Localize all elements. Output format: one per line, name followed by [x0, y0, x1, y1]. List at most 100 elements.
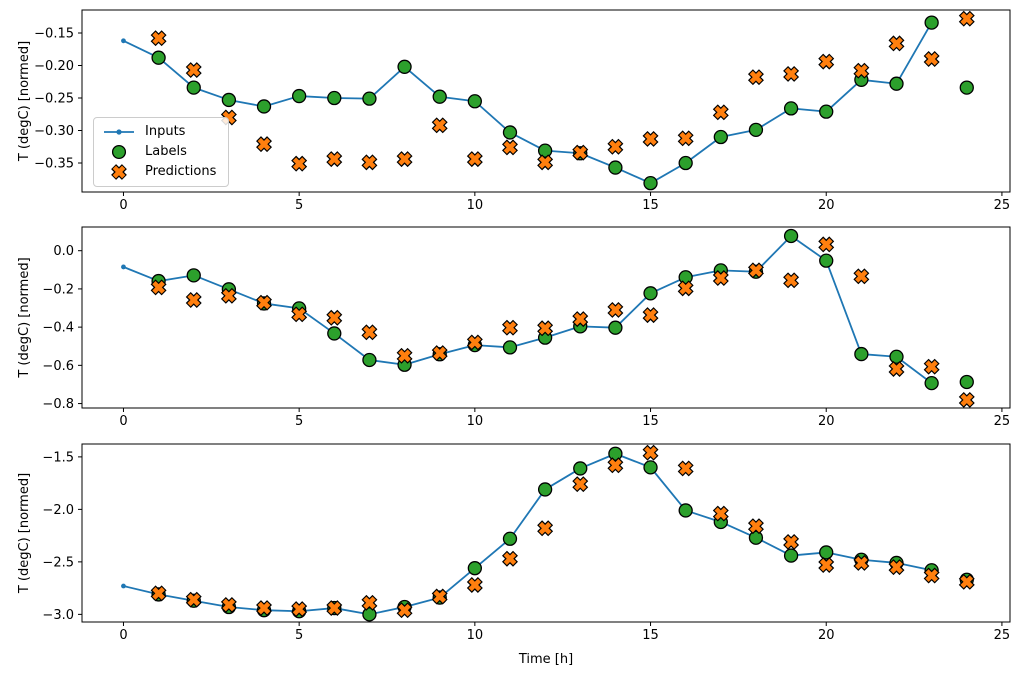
label-marker	[678, 503, 693, 518]
label-marker	[327, 326, 342, 341]
label-marker	[362, 91, 377, 106]
axes-frame	[81, 9, 1011, 193]
prediction-marker	[398, 152, 411, 166]
label-marker	[889, 76, 904, 91]
prediction-marker	[433, 346, 447, 360]
prediction-marker	[819, 55, 833, 68]
prediction-marker	[855, 556, 868, 570]
prediction-marker	[468, 336, 482, 349]
label-marker	[643, 176, 658, 191]
prediction-marker	[327, 152, 341, 166]
prediction-marker	[609, 140, 622, 154]
inputs-dot	[121, 583, 126, 589]
x-tick-label: 25	[994, 414, 1011, 429]
prediction-marker	[573, 146, 587, 159]
label-marker	[327, 90, 342, 106]
label-marker	[502, 531, 518, 546]
x-tick-label: 20	[818, 414, 835, 429]
prediction-marker	[960, 393, 974, 407]
legend: Inputs Labels Predictions	[93, 117, 230, 187]
prediction-marker	[363, 156, 376, 169]
prediction-marker	[784, 535, 798, 549]
label-marker	[783, 548, 799, 563]
prediction-marker	[292, 602, 306, 616]
prediction-marker	[644, 308, 657, 322]
y-axis-label: T (degC) [normed]	[17, 41, 32, 162]
prediction-marker	[784, 67, 798, 81]
label-marker	[502, 340, 518, 355]
label-marker	[959, 374, 974, 390]
prediction-marker	[819, 558, 833, 572]
x-axis-label: Time [h]	[518, 652, 573, 667]
inputs-line	[123, 235, 933, 384]
subplot-top: 0 5 10 15 20 25 −0.15 −0.20 −0.25 −0.30 −0.35T (de…	[17, 9, 1011, 213]
prediction-marker	[152, 281, 165, 294]
x-tick-label: 0	[119, 414, 127, 429]
label-marker	[678, 155, 693, 171]
prediction-marker	[644, 132, 657, 146]
inputs-line	[123, 452, 932, 616]
prediction-marker	[855, 64, 868, 78]
label-marker	[854, 346, 869, 362]
prediction-marker	[609, 458, 622, 472]
prediction-marker	[749, 519, 763, 533]
axes-frame	[81, 443, 1011, 623]
x-tick-label: 15	[642, 628, 659, 643]
prediction-marker	[433, 590, 447, 603]
label-marker	[608, 320, 623, 335]
x-tick-label: 10	[467, 628, 484, 643]
prediction-marker	[784, 273, 798, 287]
y-tick-label: −0.35	[34, 157, 74, 172]
y-tick-label: −2.0	[42, 503, 74, 518]
series-predictions	[150, 444, 975, 619]
inputs-dot	[121, 38, 126, 44]
y-tick-label: 0.0	[53, 244, 74, 259]
y-tick-label: −0.15	[34, 27, 74, 42]
y-tick-label: −0.8	[42, 397, 74, 412]
label-marker	[748, 122, 764, 138]
prediction-marker	[398, 603, 411, 617]
x-tick-label: 5	[295, 414, 303, 429]
prediction-marker	[292, 308, 306, 321]
prediction-marker	[363, 325, 376, 339]
label-marker	[397, 59, 412, 74]
series-labels	[151, 228, 974, 391]
legend-label-inputs: Inputs	[145, 124, 186, 139]
prediction-marker	[398, 349, 411, 363]
prediction-marker	[327, 601, 341, 615]
label-marker	[186, 80, 201, 95]
prediction-marker	[152, 31, 165, 45]
y-tick-label: −0.4	[42, 321, 74, 336]
prediction-marker	[538, 156, 552, 169]
label-marker	[678, 270, 693, 285]
series-labels	[151, 446, 974, 622]
x-tick-label: 10	[467, 414, 484, 429]
label-marker	[819, 545, 834, 560]
circle-marker-icon	[111, 144, 127, 160]
prediction-marker	[222, 598, 236, 612]
prediction-marker	[503, 321, 517, 335]
prediction-marker	[503, 141, 517, 154]
legend-item-inputs: Inputs	[102, 124, 216, 140]
label-marker	[643, 460, 658, 475]
label-marker	[608, 160, 623, 175]
series-predictions	[150, 236, 975, 408]
x-tick-label: 0	[119, 628, 127, 643]
prediction-marker	[679, 462, 693, 475]
label-marker	[819, 104, 834, 119]
prediction-marker	[960, 12, 974, 26]
x-tick-label: 10	[467, 198, 484, 213]
prediction-marker	[679, 282, 693, 295]
label-marker	[537, 143, 553, 158]
label-marker	[467, 94, 482, 109]
label-marker	[959, 80, 974, 95]
prediction-marker	[433, 118, 447, 132]
x-tick-label: 0	[119, 198, 127, 213]
series-predictions	[150, 10, 975, 172]
label-marker	[221, 92, 237, 108]
prediction-marker	[890, 560, 903, 574]
prediction-marker	[609, 303, 622, 317]
label-marker	[467, 561, 482, 576]
